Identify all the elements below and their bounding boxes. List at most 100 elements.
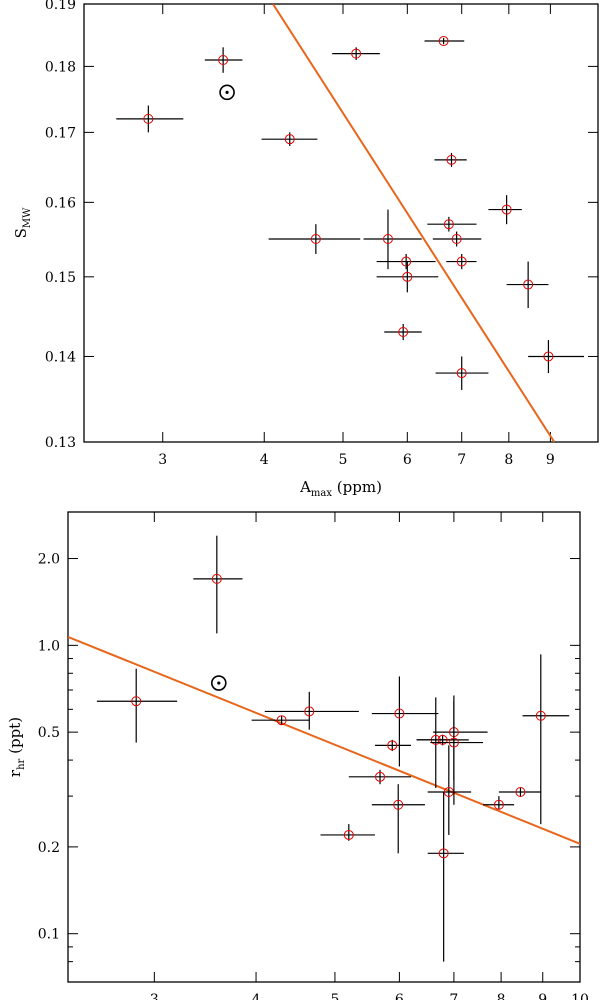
- point-marker: [276, 715, 287, 726]
- data-point: [204, 47, 243, 73]
- y-tick-label: 0.2: [38, 840, 60, 856]
- data-point: [371, 676, 439, 767]
- data-point: [371, 784, 425, 854]
- point-marker: [535, 710, 546, 721]
- data-point: [261, 132, 318, 147]
- point-marker: [131, 696, 142, 707]
- point-marker: [304, 706, 315, 717]
- data-point: [433, 695, 488, 781]
- x-tick-label: 9: [538, 992, 547, 1000]
- point-marker: [446, 154, 457, 165]
- data-point: [348, 769, 411, 785]
- point-marker: [351, 48, 362, 59]
- point-marker: [451, 233, 462, 244]
- point-marker: [448, 737, 459, 748]
- y-tick-label: 0.17: [45, 125, 76, 141]
- y-tick-label: 0.13: [45, 435, 76, 451]
- y-axis-label: rhr (ppt): [6, 717, 27, 777]
- point-marker: [401, 256, 412, 267]
- data-point: [488, 195, 522, 225]
- x-tick-label: 3: [158, 452, 167, 468]
- panel-1: 3 4 5 6 7 8 9 0.13 0.14 0.15 0.16 0.17 0.18 0.19 Amax …: [12, 0, 599, 499]
- data-point: [376, 261, 439, 293]
- point-marker: [398, 326, 409, 337]
- point-marker: [394, 708, 405, 719]
- y-tick-label: 0.15: [45, 270, 76, 286]
- point-marker: [211, 573, 222, 584]
- x-tick-label: 10: [571, 992, 589, 1000]
- data-point: [446, 253, 477, 270]
- data-point: [363, 209, 422, 270]
- point-marker: [284, 134, 295, 145]
- data-point: [264, 691, 359, 730]
- point-marker: [456, 256, 467, 267]
- point-marker: [218, 55, 229, 66]
- point-marker: [543, 351, 554, 362]
- data-point: [424, 36, 465, 47]
- x-tick-label: 6: [403, 452, 412, 468]
- y-tick-label: 0.14: [45, 349, 76, 365]
- data-point: [332, 47, 380, 61]
- data-point: [506, 261, 549, 309]
- sun-ring: [210, 675, 227, 691]
- point-marker: [402, 271, 413, 282]
- data-point: [528, 340, 585, 374]
- data-point: [522, 654, 570, 825]
- fit-line: [68, 635, 580, 845]
- fit-line: [272, 4, 556, 442]
- point-marker: [375, 771, 386, 782]
- data-point: [375, 739, 411, 752]
- y-tick-label: 0.5: [38, 725, 60, 741]
- point-marker: [437, 734, 448, 745]
- data-point: [376, 253, 436, 270]
- plot-frame: [67, 511, 581, 983]
- point-marker: [438, 36, 449, 47]
- data-point: [416, 734, 469, 746]
- y-tick-label: 0.16: [45, 195, 76, 211]
- point-marker: [515, 787, 526, 798]
- point-marker: [493, 799, 504, 810]
- point-marker: [343, 829, 354, 840]
- data-point: [384, 323, 422, 341]
- data-point: [482, 796, 515, 810]
- y-axis-label: SMW: [12, 207, 33, 239]
- x-tick-label: 7: [457, 452, 466, 468]
- data-point: [193, 535, 243, 634]
- data-point: [430, 701, 483, 805]
- y-tick-label: 0.19: [45, 0, 76, 13]
- point-marker: [310, 233, 321, 244]
- sun-symbol: [219, 84, 235, 101]
- point-marker: [393, 799, 404, 810]
- data-point: [116, 105, 184, 133]
- sun-ring: [219, 84, 235, 101]
- x-tick-label: 6: [395, 992, 404, 1000]
- point-marker: [438, 848, 449, 859]
- x-tick-label: 5: [330, 992, 339, 1000]
- x-tick-label: 5: [339, 452, 348, 468]
- data-point: [320, 824, 376, 841]
- data-point: [432, 231, 482, 247]
- data-point: [434, 152, 467, 167]
- data-point: [268, 224, 361, 254]
- y-tick-label: 0.18: [45, 59, 76, 75]
- x-tick-label: 8: [504, 452, 513, 468]
- x-tick-label: 4: [260, 452, 269, 468]
- data-point: [251, 715, 310, 726]
- x-tick-label: 9: [546, 452, 555, 468]
- plot-frame: [83, 3, 599, 443]
- point-marker: [456, 368, 467, 379]
- data-point: [427, 792, 464, 962]
- x-tick-label: 8: [497, 992, 506, 1000]
- y-tick-label: 1.0: [38, 638, 60, 654]
- point-marker: [387, 740, 398, 751]
- x-tick-label: 4: [252, 992, 261, 1000]
- x-axis-label: Amax (ppm): [299, 478, 382, 499]
- sun-dot: [217, 681, 221, 685]
- point-marker: [443, 219, 454, 230]
- point-marker: [143, 113, 154, 124]
- data-point: [498, 787, 541, 798]
- data-point: [96, 668, 178, 743]
- sun-symbol: [210, 675, 227, 691]
